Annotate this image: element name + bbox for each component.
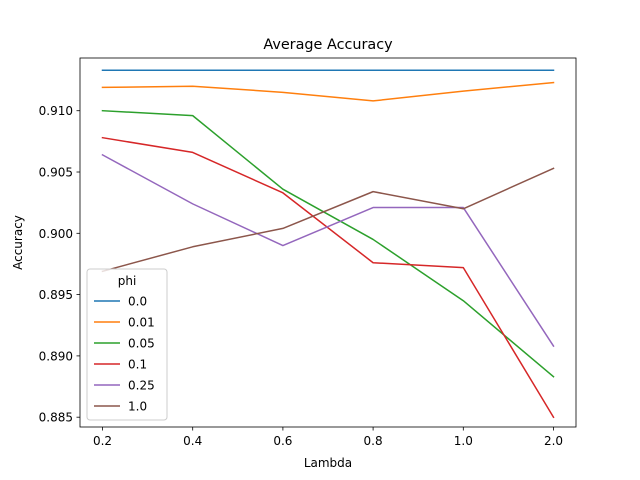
legend-label-phi-0.01: 0.01 <box>128 316 155 330</box>
y-axis-label: Accuracy <box>11 215 25 270</box>
legend-label-phi-0.25: 0.25 <box>128 379 155 393</box>
y-tick-label: 0.890 <box>39 349 73 363</box>
series-line-phi-0.01 <box>101 81 555 102</box>
series-line-phi-0.05 <box>101 109 555 378</box>
x-tick-label: 1.0 <box>454 434 473 448</box>
series-line-phi-0.25 <box>101 153 555 348</box>
legend-label-phi-0.0: 0.0 <box>128 295 147 309</box>
y-tick-label: 0.905 <box>39 166 73 180</box>
legend-title: phi <box>118 274 137 288</box>
series-line-phi-1.0 <box>101 167 555 273</box>
legend-label-phi-0.1: 0.1 <box>128 358 147 372</box>
x-axis-ticks: 0.2 0.4 0.6 0.8 1.0 2.0 <box>93 427 563 448</box>
y-tick-label: 0.900 <box>39 227 73 241</box>
x-tick-label: 0.6 <box>273 434 292 448</box>
y-tick-label: 0.885 <box>39 411 73 425</box>
plot-frame <box>79 57 577 428</box>
series-line-phi-0.1 <box>101 136 555 419</box>
y-tick-label: 0.910 <box>39 104 73 118</box>
chart-title: Average Accuracy <box>263 37 393 53</box>
y-axis-ticks: 0.885 0.890 0.895 0.900 0.905 0.910 <box>39 104 80 425</box>
legend-box <box>86 268 168 421</box>
y-tick-label: 0.895 <box>39 288 73 302</box>
legend-label-phi-1.0: 1.0 <box>128 400 147 414</box>
legend: phi 0.0 0.01 0.05 0.1 0.25 1.0 <box>86 268 168 421</box>
x-tick-label: 0.2 <box>93 434 112 448</box>
x-tick-label: 0.8 <box>364 434 383 448</box>
x-tick-label: 2.0 <box>544 434 563 448</box>
x-axis-label: Lambda <box>304 456 352 470</box>
series-lines <box>101 69 555 419</box>
x-tick-label: 0.4 <box>183 434 202 448</box>
legend-label-phi-0.05: 0.05 <box>128 337 155 351</box>
